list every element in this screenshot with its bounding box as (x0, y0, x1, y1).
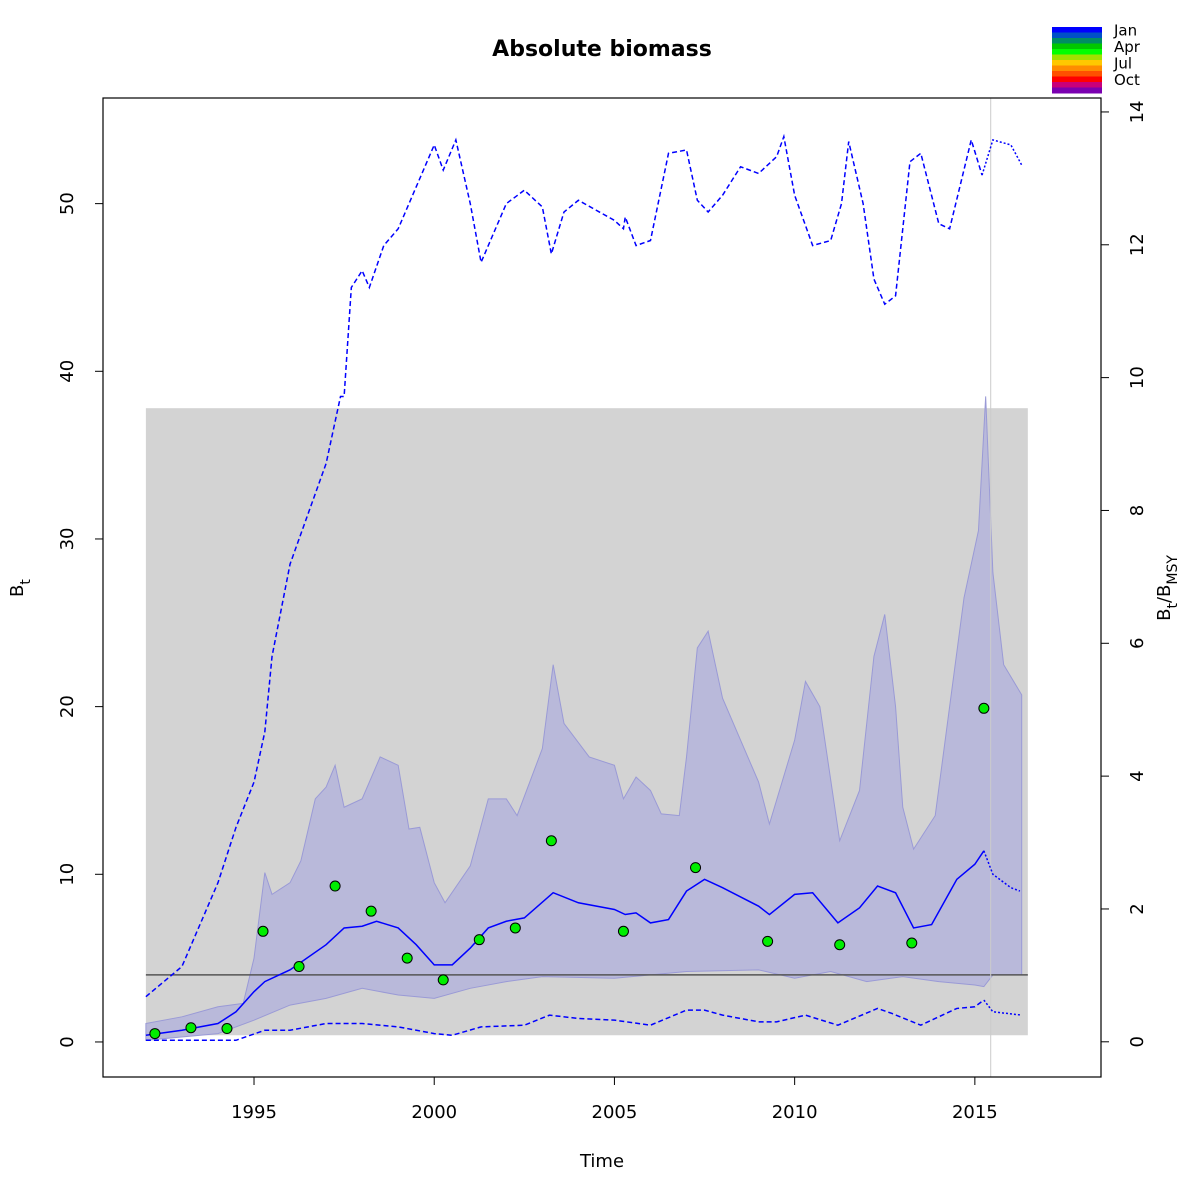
observation (257, 925, 269, 937)
season-label: Jul (1113, 55, 1132, 73)
y-tick-label: 30 (57, 528, 78, 551)
observation (617, 925, 629, 937)
observation (365, 905, 377, 917)
season-label: Oct (1114, 71, 1140, 89)
x-tick-label: 2005 (592, 1102, 638, 1123)
y2-tick-label: 12 (1127, 233, 1148, 256)
series-line (145, 850, 985, 1036)
label-part: t (1165, 603, 1181, 609)
y-tick-label: 40 (57, 360, 78, 383)
observation (690, 862, 702, 874)
y2-tick-label: 8 (1127, 505, 1148, 516)
series-line (983, 850, 1021, 892)
y2-tick-label: 2 (1127, 903, 1148, 914)
season-swatch (1052, 49, 1102, 55)
label-part: /B (1154, 585, 1175, 603)
season-swatch (1052, 87, 1102, 94)
x-tick-label: 2000 (411, 1102, 457, 1123)
series-line (145, 999, 985, 1042)
x-tick-label: 2010 (772, 1102, 818, 1123)
observation (329, 880, 341, 892)
confidence-band (145, 396, 1023, 1041)
observation (906, 937, 918, 949)
season-swatch (1052, 54, 1102, 61)
series-line (145, 133, 983, 998)
series-line (981, 138, 1023, 176)
season-swatch (1052, 60, 1102, 66)
season-label: Apr (1114, 38, 1141, 56)
observation (978, 702, 990, 714)
observation (473, 934, 485, 946)
observation (185, 1022, 197, 1034)
series-line (983, 999, 1022, 1016)
season-swatch (1052, 32, 1102, 39)
observation (149, 1028, 161, 1040)
season-swatch (1052, 82, 1102, 88)
season-swatch (1052, 71, 1102, 77)
season-swatch (1052, 76, 1102, 83)
season-swatch (1052, 38, 1102, 44)
y-tick-label: 50 (57, 192, 78, 215)
observation (401, 952, 413, 964)
y-axis-label: Bt/BMSY (1154, 555, 1181, 621)
observation (221, 1023, 233, 1035)
observation (834, 939, 846, 951)
observation (437, 974, 449, 986)
y2-tick-label: 14 (1127, 100, 1148, 123)
y2-tick-label: 6 (1127, 638, 1148, 649)
label-part: t (18, 579, 34, 585)
y2-tick-label: 4 (1127, 770, 1148, 781)
observation (509, 922, 521, 934)
observation (545, 835, 557, 847)
observation (762, 935, 774, 947)
x-tick-label: 2015 (952, 1102, 998, 1123)
x-tick-label: 1995 (231, 1102, 277, 1123)
observation (293, 961, 305, 973)
y2-tick-label: 10 (1127, 366, 1148, 389)
y-axis-label: Bt (7, 579, 34, 597)
season-swatch (1052, 43, 1102, 50)
season-swatch (1052, 27, 1102, 33)
y-tick-label: 10 (57, 863, 78, 886)
label-part: B (1154, 609, 1175, 621)
x-axis-label: Time (579, 1151, 624, 1172)
label-part: B (7, 585, 28, 597)
chart-title: Absolute biomass (492, 37, 712, 62)
season-label: Jan (1113, 22, 1137, 40)
season-swatch (1052, 65, 1102, 72)
label-part: MSY (1165, 555, 1181, 585)
y-tick-label: 0 (57, 1036, 78, 1047)
y2-tick-label: 0 (1127, 1036, 1148, 1047)
y-tick-label: 20 (57, 695, 78, 718)
